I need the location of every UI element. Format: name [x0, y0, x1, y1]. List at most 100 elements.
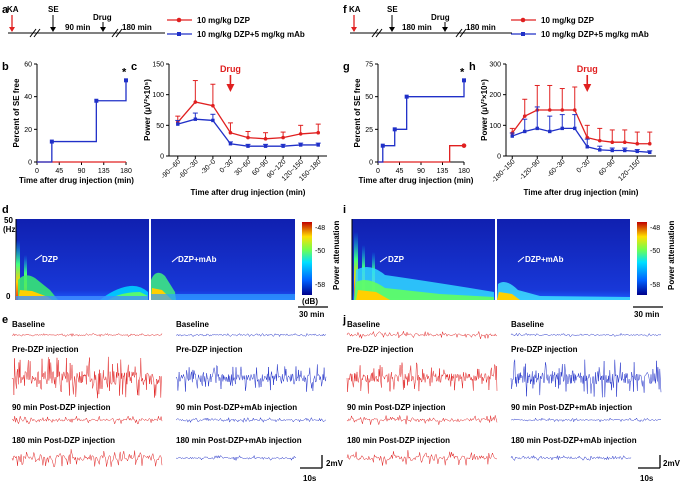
legend-f-mab-marker [521, 32, 525, 36]
chart-h-point-dzp [585, 135, 590, 140]
spec-d-yunit: (Hz) [3, 225, 18, 234]
chart-c-point-dzp [228, 130, 233, 135]
chart-b-xtick-label: 135 [98, 168, 110, 175]
chart-h-xtick-label: -180~150 [491, 158, 517, 184]
break-a1 [29, 28, 37, 38]
chart-h-point-dzp [597, 138, 602, 143]
chart-g-xtick-label: 135 [437, 168, 449, 175]
spec-i-mab-band [497, 282, 630, 300]
trace-j-dzp-pre [346, 362, 498, 394]
chart-c-point-dzp [281, 135, 285, 140]
chart-g-ytick-label: 50 [365, 94, 373, 101]
chart-h-point-mab [523, 129, 527, 134]
chart-c-ytick-label: 150 [152, 62, 164, 69]
break-a3 [111, 28, 119, 38]
colorbar-d-tick-2: -50 [315, 248, 325, 255]
chart-b-point-mab [49, 139, 54, 144]
chart-c-point-mab [176, 122, 180, 126]
chart-h-point-dzp [647, 141, 652, 146]
chart-h-point-dzp [547, 108, 552, 112]
chart-h-point-dzp [560, 108, 565, 112]
chart-c-xtick-label: -30~0 [200, 158, 218, 176]
trace-e-pre-label: Pre-DZP injection [12, 345, 79, 354]
break-a2 [33, 28, 41, 38]
trace-j-mab-post90 [510, 417, 662, 423]
chart-h-point-mab [623, 148, 627, 153]
trace-j-post180-mab-label: 180 min Post-DZP+mAb injection [511, 436, 637, 445]
drug-arrowhead-a [100, 27, 106, 32]
spec-d-ytop: 50 [4, 216, 13, 225]
break-f1 [371, 28, 379, 38]
colorbar-d-title: Power attenuation [332, 221, 341, 290]
colorbar-i: -48 -50 -58 Power attenuation 30 min [633, 221, 676, 319]
trace-e-post90-mab-label: 90 min Post-DZP+mAb injection [176, 403, 297, 412]
trace-j-dzp-baseline [346, 330, 497, 339]
chart-h-series-mab [512, 127, 650, 153]
chart-g-point-dzp [461, 143, 467, 148]
scalebar-i-text: 30 min [634, 310, 659, 319]
chart-h-ytick-label: 0 [497, 154, 501, 161]
chart-h-point-dzp [522, 114, 527, 118]
trace-e-dzp-post180 [11, 449, 163, 468]
chart-c-xtick-label: -60~-30 [178, 158, 200, 180]
trace-e-dzp-post90 [11, 415, 163, 425]
panel-e-letter: e [2, 314, 8, 326]
scale-j-s: 10s [640, 474, 654, 483]
chart-h-series-dzp [511, 109, 650, 145]
spec-d-floor-right [151, 294, 295, 300]
chart-h-xtick-label: 0~30 [576, 158, 592, 174]
trace-j-pre-mab-label: Pre-DZP injection [511, 345, 578, 354]
chart-c-xlabel: Time after drug injection (min) [191, 188, 306, 197]
spec-i-dzp-core [354, 280, 494, 300]
chart-c-point-mab [228, 142, 233, 146]
chart-b-xtick-label: 45 [55, 168, 63, 175]
trace-e-dzp-pre [11, 356, 163, 399]
panel-f-letter: f [343, 4, 347, 16]
trace-j-post90-label: 90 min Post-DZP injection [347, 403, 446, 412]
chart-g-ytick-label: 25 [365, 127, 373, 134]
traces-j [346, 330, 662, 466]
colorbar-d-tick-3: -58 [315, 282, 325, 289]
chart-h-point-mab [598, 148, 602, 152]
chart-c-point-mab [211, 118, 215, 123]
chart-h-xtick-label: 60~90 [598, 158, 617, 177]
spec-d-floor-left [16, 296, 148, 300]
trace-j-mab-pre [510, 359, 662, 398]
chart-g-point-mab [380, 143, 385, 148]
chart-c-point-dzp [211, 103, 215, 108]
chart-h-xtick-label: 120~150 [617, 158, 641, 182]
chart-b-ytick-label: 60 [24, 62, 32, 69]
legend-mab-marker [177, 32, 181, 36]
chart-g-xlabel: Time after drug injection (min) [359, 176, 474, 185]
chart-c-ytick-label: 50 [156, 123, 164, 130]
t180-label-a: 180 min [122, 23, 152, 32]
chart-c-xtick-label: 30~60 [234, 158, 253, 177]
spec-d-mab-pointer [171, 256, 179, 263]
chart-h-ytick-label: 100 [489, 123, 501, 130]
trace-e-post180-label: 180 min Post-DZP injection [12, 436, 115, 445]
colorbar-i-tick-2: -50 [650, 248, 660, 255]
spec-d-divider [149, 219, 151, 300]
chart-g-point-mab [462, 78, 466, 83]
spec-d-dzp-label: DZP [42, 255, 59, 264]
trace-j-pre-label: Pre-DZP injection [347, 345, 414, 354]
chart-b-ylabel: Percent of SE free [12, 78, 21, 147]
chart-h-ylabel: Power (μV²×10⁵) [480, 79, 489, 141]
trace-j-baseline-label: Baseline [347, 320, 380, 329]
t180b-label-f: 180 min [466, 23, 496, 32]
chart-h-point-mab [535, 126, 539, 131]
chart-c-point-mab [316, 143, 320, 147]
legend-f-mab-text: 10 mg/kg DZP+5 mg/kg mAb [541, 30, 649, 39]
chart-b-series-mab [37, 80, 127, 163]
chart-c-point-mab [246, 144, 250, 148]
panel-g-letter: g [343, 61, 350, 73]
spec-d-dzp-pointer [34, 254, 43, 261]
trace-e-mab-baseline [175, 332, 327, 338]
se-label-a: SE [48, 5, 59, 14]
ka-label-f: KA [349, 5, 361, 14]
colorbar-i-tick-1: -48 [650, 225, 660, 232]
chart-h-point-mab [548, 129, 552, 134]
chart-h-point-mab [610, 148, 614, 153]
